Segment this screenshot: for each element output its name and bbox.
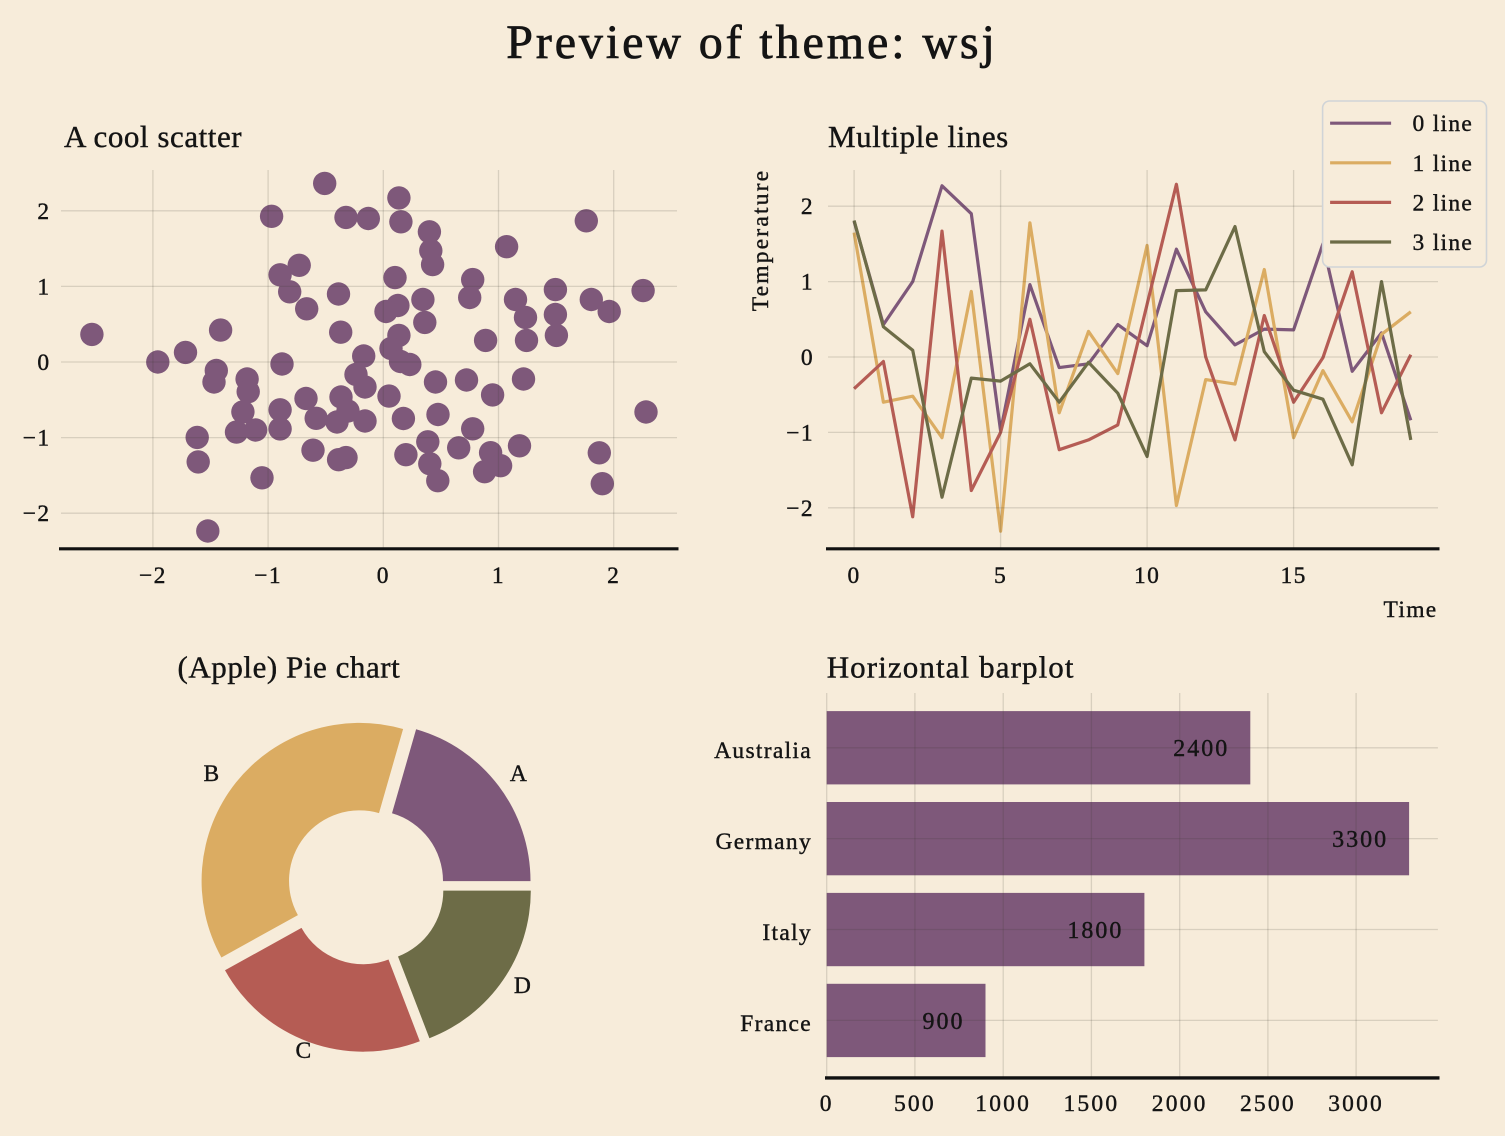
svg-text:Time: Time — [1384, 597, 1438, 623]
svg-text:0: 0 — [377, 563, 390, 589]
svg-text:1800: 1800 — [1067, 918, 1123, 944]
svg-text:3000: 3000 — [1328, 1091, 1384, 1117]
svg-text:2500: 2500 — [1240, 1091, 1296, 1117]
svg-text:0: 0 — [820, 1091, 834, 1117]
svg-text:−1: −1 — [23, 426, 51, 452]
svg-text:France: France — [740, 1011, 812, 1037]
svg-text:Horizontal barplot: Horizontal barplot — [827, 650, 1075, 685]
svg-text:10: 10 — [1134, 563, 1160, 589]
svg-text:1: 1 — [37, 274, 50, 300]
svg-text:500: 500 — [894, 1091, 936, 1117]
svg-text:Italy: Italy — [762, 920, 812, 946]
svg-text:15: 15 — [1280, 563, 1306, 589]
svg-text:Germany: Germany — [715, 829, 812, 855]
svg-text:Temperature: Temperature — [748, 169, 774, 312]
svg-text:0: 0 — [37, 350, 50, 376]
svg-text:2: 2 — [607, 563, 620, 589]
svg-text:0: 0 — [848, 563, 861, 589]
svg-text:−2: −2 — [786, 496, 814, 522]
svg-text:2 line: 2 line — [1413, 190, 1474, 216]
svg-text:1 line: 1 line — [1413, 151, 1474, 177]
svg-text:B: B — [203, 761, 220, 787]
svg-text:2000: 2000 — [1152, 1091, 1208, 1117]
svg-text:Preview of theme: wsj: Preview of theme: wsj — [506, 16, 997, 69]
svg-text:3300: 3300 — [1332, 827, 1388, 853]
svg-text:(Apple) Pie chart: (Apple) Pie chart — [178, 650, 401, 685]
svg-text:1: 1 — [492, 563, 505, 589]
svg-text:−1: −1 — [786, 420, 814, 446]
svg-text:C: C — [295, 1038, 312, 1064]
svg-text:2400: 2400 — [1173, 736, 1229, 762]
svg-text:2: 2 — [37, 199, 50, 225]
svg-text:3 line: 3 line — [1413, 230, 1474, 256]
svg-text:−2: −2 — [139, 563, 167, 589]
svg-text:2: 2 — [801, 194, 814, 220]
svg-text:1: 1 — [801, 270, 814, 296]
svg-text:Multiple lines: Multiple lines — [828, 119, 1009, 154]
svg-text:A cool scatter: A cool scatter — [64, 119, 242, 154]
svg-text:900: 900 — [923, 1009, 965, 1035]
svg-text:1000: 1000 — [975, 1091, 1031, 1117]
svg-text:5: 5 — [994, 563, 1007, 589]
svg-text:Australia: Australia — [714, 738, 812, 764]
svg-text:1500: 1500 — [1063, 1091, 1119, 1117]
svg-text:−1: −1 — [254, 563, 282, 589]
svg-text:0 line: 0 line — [1413, 111, 1474, 137]
svg-text:D: D — [514, 973, 532, 999]
svg-text:0: 0 — [801, 345, 814, 371]
svg-text:−2: −2 — [23, 501, 51, 527]
svg-text:A: A — [510, 761, 528, 787]
